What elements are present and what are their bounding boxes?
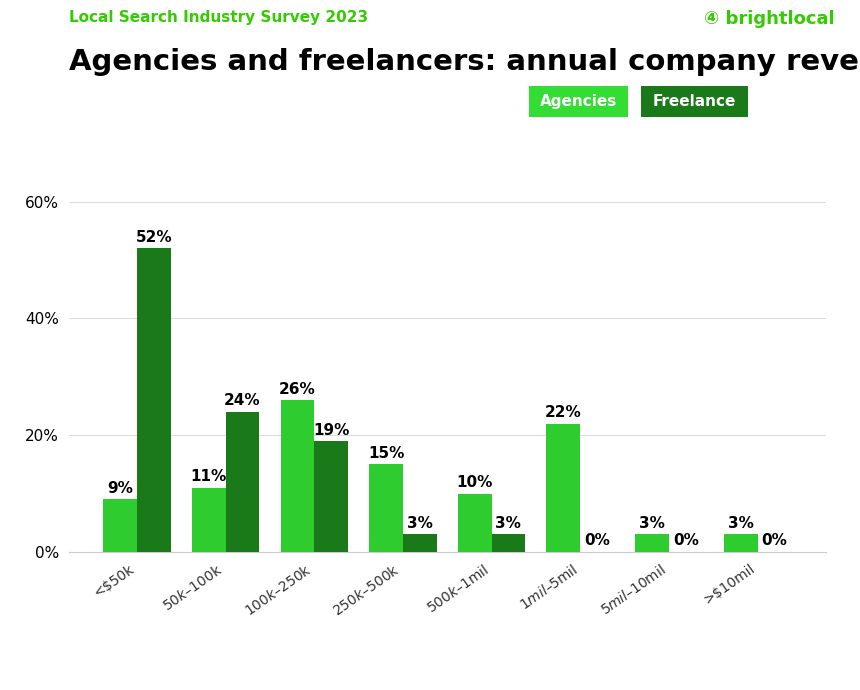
- Text: 52%: 52%: [135, 230, 172, 245]
- Bar: [225, 412, 259, 552]
- Bar: [402, 535, 437, 552]
- Text: 22%: 22%: [545, 405, 581, 420]
- Bar: [492, 535, 525, 552]
- Bar: [137, 248, 170, 552]
- Text: Local Search Industry Survey 2023: Local Search Industry Survey 2023: [69, 10, 368, 26]
- Text: 0%: 0%: [673, 533, 698, 549]
- Text: ④ brightlocal: ④ brightlocal: [703, 10, 834, 28]
- Bar: [724, 535, 758, 552]
- Text: 3%: 3%: [728, 516, 753, 531]
- Text: 0%: 0%: [761, 533, 787, 549]
- Text: 9%: 9%: [108, 481, 133, 496]
- Text: Agencies: Agencies: [540, 95, 617, 109]
- Bar: [192, 488, 225, 552]
- Text: 15%: 15%: [368, 446, 404, 461]
- Bar: [636, 535, 669, 552]
- Text: 0%: 0%: [584, 533, 610, 549]
- Text: 3%: 3%: [639, 516, 665, 531]
- Text: 19%: 19%: [313, 422, 349, 437]
- Bar: [314, 441, 348, 552]
- Text: Agencies and freelancers: annual company revenue (USA $): Agencies and freelancers: annual company…: [69, 48, 860, 77]
- Bar: [103, 500, 137, 552]
- Text: 10%: 10%: [457, 475, 493, 490]
- Text: 26%: 26%: [279, 382, 316, 397]
- Bar: [546, 424, 580, 552]
- Bar: [369, 464, 402, 552]
- Text: Freelance: Freelance: [653, 95, 736, 109]
- Text: 11%: 11%: [191, 469, 227, 484]
- Text: 3%: 3%: [495, 516, 521, 531]
- Bar: [280, 400, 314, 552]
- Text: 3%: 3%: [407, 516, 433, 531]
- Text: 24%: 24%: [224, 393, 261, 408]
- Bar: [458, 493, 492, 552]
